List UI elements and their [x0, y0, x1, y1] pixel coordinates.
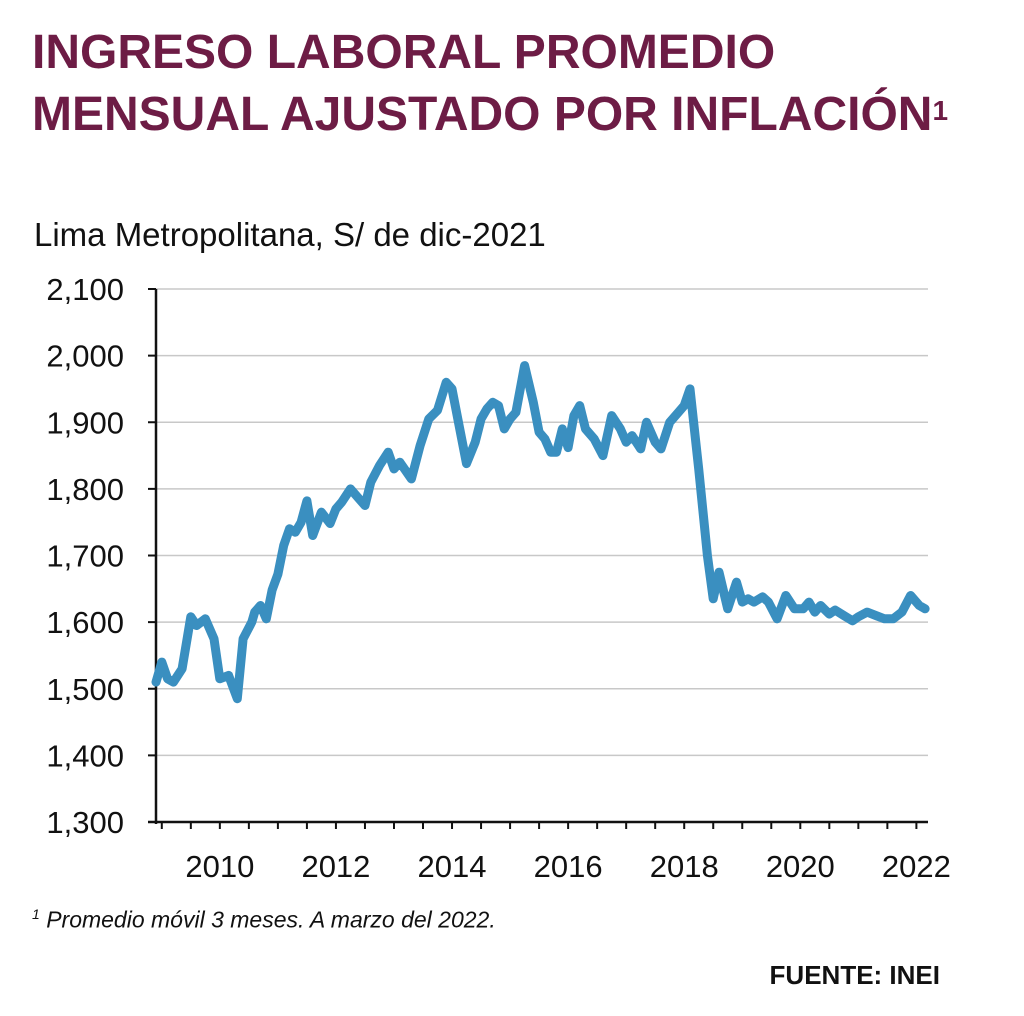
series-line	[151, 361, 930, 704]
x-tick-label: 2012	[301, 849, 370, 884]
x-tick-label: 2022	[882, 849, 951, 884]
y-tick-label: 1,800	[46, 472, 124, 507]
footnote-marker: 1	[32, 906, 40, 922]
y-tick-label: 1,600	[46, 605, 124, 640]
y-tick-label: 2,000	[46, 339, 124, 374]
x-tick-label: 2020	[766, 849, 835, 884]
line-chart: 2,100 2,000 1,900 1,800 1,700 1,600 1,500 1,400…	[46, 272, 951, 884]
source-label: FUENTE: INEI	[769, 960, 940, 990]
gridlines	[156, 288, 928, 757]
y-tick-label: 2,100	[46, 272, 124, 307]
title-superscript: 1	[932, 95, 949, 126]
chart-title-text: INGRESO LABORAL PROMEDIO MENSUAL AJUSTAD…	[32, 26, 933, 141]
footnote: 1 Promedio móvil 3 meses. A marzo del 20…	[32, 906, 496, 934]
chart-subtitle: Lima Metropolitana, S/ de dic-2021	[34, 216, 546, 253]
x-tick-label: 2018	[650, 849, 719, 884]
x-tick-label: 2014	[418, 849, 487, 884]
x-tick-label: 2016	[534, 849, 603, 884]
y-tick-label: 1,300	[46, 805, 124, 840]
x-axis-tick-labels: 2010 2012 2014 2016 2018 2020 2022	[185, 849, 951, 884]
x-tick-label: 2010	[185, 849, 254, 884]
y-tick-label: 1,500	[46, 672, 124, 707]
y-tick-label: 1,700	[46, 539, 124, 574]
axes	[148, 288, 928, 829]
series-group	[151, 361, 930, 704]
y-axis-tick-labels: 2,100 2,000 1,900 1,800 1,700 1,600 1,500 1,400…	[46, 272, 124, 840]
y-tick-label: 1,400	[46, 738, 124, 773]
footnote-text: Promedio móvil 3 meses. A marzo del 2022…	[46, 906, 496, 933]
chart-title: INGRESO LABORAL PROMEDIO MENSUAL AJUSTAD…	[32, 22, 992, 146]
y-tick-label: 1,900	[46, 405, 124, 440]
